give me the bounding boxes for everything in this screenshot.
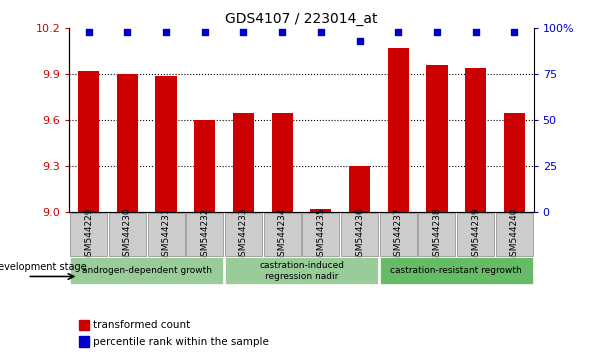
FancyBboxPatch shape [418,213,455,256]
FancyBboxPatch shape [380,213,417,256]
Point [316,29,326,35]
Point [122,29,132,35]
Point [355,38,364,44]
FancyBboxPatch shape [109,213,146,256]
FancyBboxPatch shape [148,213,185,256]
Text: GSM544239: GSM544239 [471,207,480,262]
Title: GDS4107 / 223014_at: GDS4107 / 223014_at [226,12,377,26]
Text: GSM544233: GSM544233 [239,207,248,262]
Text: GSM544232: GSM544232 [200,207,209,262]
FancyBboxPatch shape [496,213,533,256]
Bar [78,71,99,212]
FancyBboxPatch shape [225,213,262,256]
FancyBboxPatch shape [225,257,378,284]
Text: GSM544237: GSM544237 [394,207,403,262]
Bar [117,74,138,212]
Point [432,29,442,35]
FancyBboxPatch shape [302,213,339,256]
Point [239,29,248,35]
Bar [465,68,486,212]
Bar [388,48,409,212]
Point [277,29,287,35]
Bar [78,320,89,330]
Bar [156,76,177,212]
Bar [426,65,447,212]
Text: GSM544229: GSM544229 [84,207,93,262]
Text: development stage: development stage [0,262,86,272]
Text: GSM544230: GSM544230 [123,207,132,262]
Bar [504,113,525,212]
Bar [271,113,293,212]
Text: transformed count: transformed count [93,320,191,330]
Bar [310,209,332,212]
FancyBboxPatch shape [264,213,301,256]
FancyBboxPatch shape [70,257,223,284]
Text: percentile rank within the sample: percentile rank within the sample [93,337,270,347]
FancyBboxPatch shape [457,213,494,256]
Text: GSM544235: GSM544235 [317,207,326,262]
FancyBboxPatch shape [70,213,107,256]
FancyBboxPatch shape [341,213,378,256]
Point [510,29,519,35]
Point [161,29,171,35]
Text: GSM544238: GSM544238 [432,207,441,262]
Text: GSM544236: GSM544236 [355,207,364,262]
Bar [349,166,370,212]
Bar [194,120,215,212]
Bar [78,336,89,347]
FancyBboxPatch shape [186,213,223,256]
Point [84,29,93,35]
Text: androgen-dependent growth: androgen-dependent growth [82,266,212,275]
Text: GSM544240: GSM544240 [510,207,519,262]
Point [200,29,210,35]
Bar [233,113,254,212]
Text: GSM544234: GSM544234 [277,207,286,262]
Text: GSM544231: GSM544231 [162,207,171,262]
Point [393,29,403,35]
Text: castration-induced
regression nadir: castration-induced regression nadir [259,261,344,280]
Point [471,29,481,35]
Text: castration-resistant regrowth: castration-resistant regrowth [390,266,522,275]
FancyBboxPatch shape [380,257,533,284]
